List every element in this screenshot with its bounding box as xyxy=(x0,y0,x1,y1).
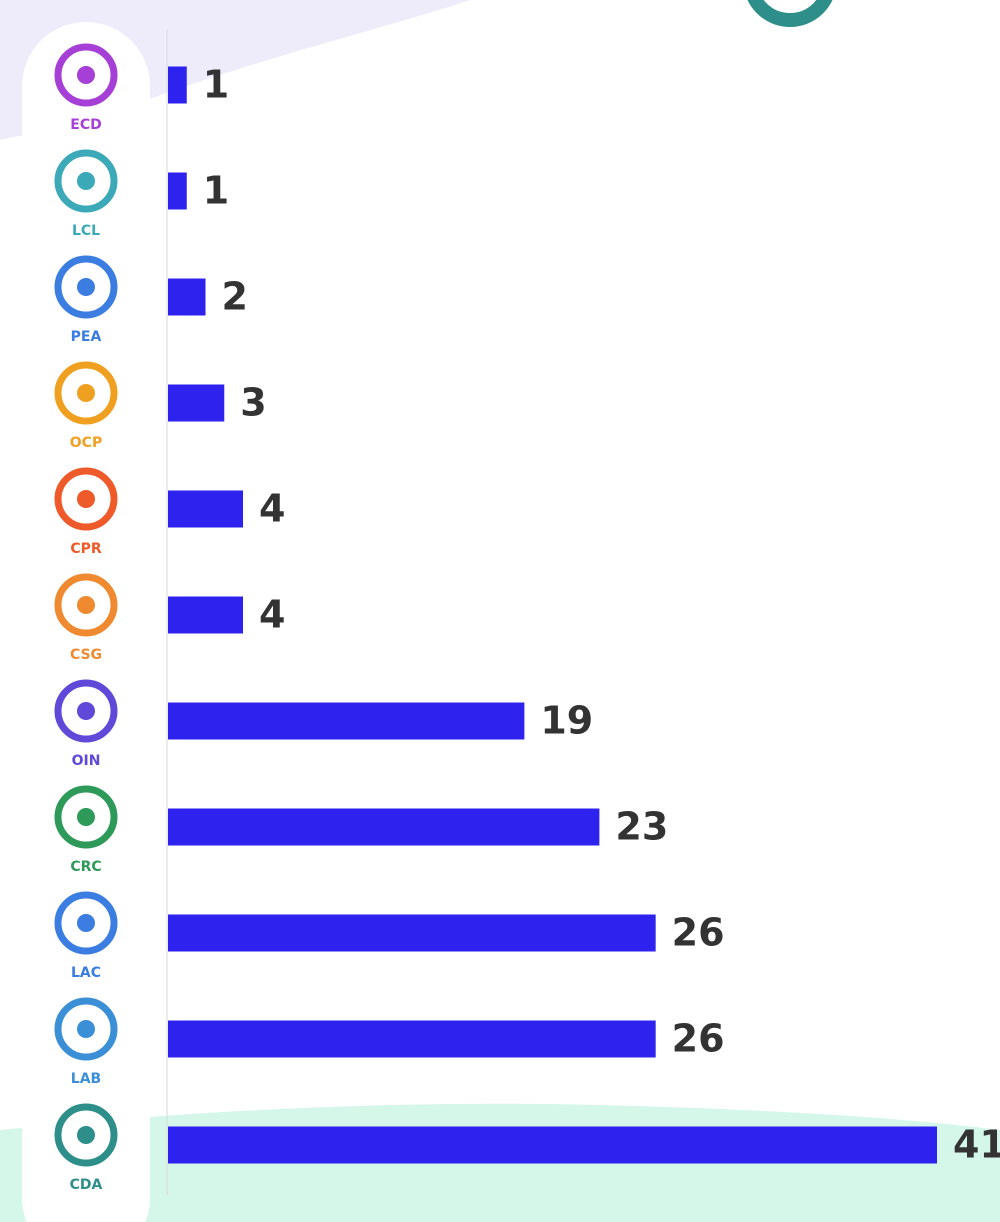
value-label: 3 xyxy=(240,381,266,425)
category-icon-dot xyxy=(77,490,95,508)
bar xyxy=(168,596,244,634)
category-icon-dot xyxy=(77,808,95,826)
category-label: CDA xyxy=(70,1177,103,1193)
category-icon-dot xyxy=(77,1020,95,1038)
category-icon-dot xyxy=(77,278,95,296)
logo xyxy=(747,0,833,27)
category-icon-dot xyxy=(77,66,95,84)
category-label: CSG xyxy=(70,647,102,663)
bar xyxy=(168,172,187,210)
icon-column xyxy=(22,22,150,1222)
category-icon-dot xyxy=(77,702,95,720)
category-icon xyxy=(54,891,118,955)
category-icon-dot xyxy=(77,596,95,614)
category-icon xyxy=(54,679,118,743)
category-icon-dot xyxy=(77,384,95,402)
bar xyxy=(168,808,600,846)
value-label: 1 xyxy=(203,63,229,107)
bar xyxy=(168,384,225,422)
bar xyxy=(168,1126,937,1164)
value-label: 41 xyxy=(953,1123,1000,1167)
category-icon xyxy=(54,361,118,425)
category-icon-dot xyxy=(77,1126,95,1144)
category-label: LAC xyxy=(71,965,101,981)
bar xyxy=(168,702,525,740)
category-icon xyxy=(54,149,118,213)
category-icon xyxy=(54,1103,118,1167)
category-label: ECD xyxy=(70,117,101,133)
bar xyxy=(168,914,656,952)
category-icon xyxy=(54,785,118,849)
category-icon xyxy=(54,255,118,319)
bar xyxy=(168,1020,656,1058)
category-icon xyxy=(54,467,118,531)
category-icon xyxy=(54,997,118,1061)
value-label: 26 xyxy=(672,1017,725,1061)
value-label: 4 xyxy=(259,593,285,637)
category-icon-dot xyxy=(77,914,95,932)
category-label: PEA xyxy=(71,329,102,345)
bar xyxy=(168,278,206,316)
value-label: 2 xyxy=(222,275,248,319)
category-label: OCP xyxy=(70,435,102,451)
category-label: CPR xyxy=(70,541,102,557)
bar xyxy=(168,66,187,104)
value-label: 1 xyxy=(203,169,229,213)
bar xyxy=(168,490,244,528)
category-label: OIN xyxy=(72,753,101,769)
marks: ECD 1 LCL 1 PEA 2 OCP 3 CPR 4 CSG 4 OIN 19 CRC 23 LAC 26 L… xyxy=(54,43,1000,1193)
category-icon-dot xyxy=(77,172,95,190)
value-label: 4 xyxy=(259,487,285,531)
value-label: 23 xyxy=(615,805,668,849)
value-label: 26 xyxy=(672,911,725,955)
category-label: CRC xyxy=(70,859,101,875)
category-icon xyxy=(54,573,118,637)
category-label: LAB xyxy=(71,1071,101,1087)
category-label: LCL xyxy=(72,223,100,239)
category-icon xyxy=(54,43,118,107)
value-label: 19 xyxy=(540,699,593,743)
